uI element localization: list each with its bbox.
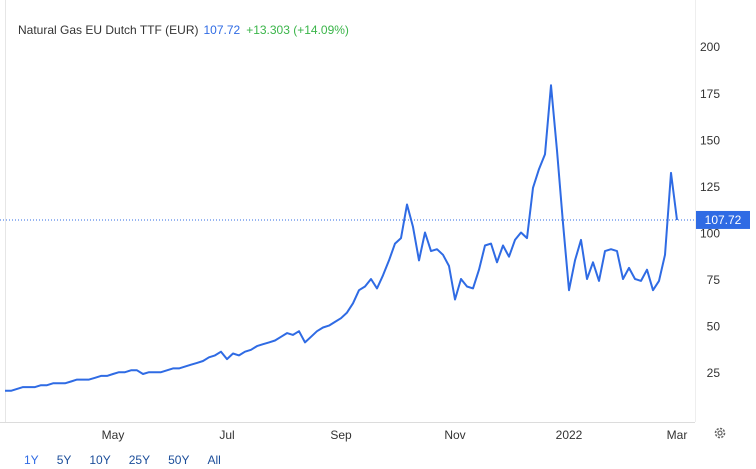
x-tick-label: Sep — [330, 428, 352, 442]
y-tick-label: 50 — [707, 320, 721, 334]
settings-icon[interactable] — [714, 427, 726, 439]
range-button[interactable]: 1Y — [24, 453, 39, 467]
range-button[interactable]: 25Y — [129, 453, 150, 467]
x-tick-label: Jul — [219, 428, 234, 442]
range-button[interactable]: All — [207, 453, 220, 467]
y-tick-label: 75 — [707, 273, 721, 287]
range-button[interactable]: 5Y — [57, 453, 72, 467]
range-button[interactable]: 10Y — [89, 453, 110, 467]
y-tick-label: 150 — [700, 133, 720, 147]
chart-title: Natural Gas EU Dutch TTF (EUR) — [18, 23, 198, 37]
range-button[interactable]: 50Y — [168, 453, 189, 467]
x-tick-label: 2022 — [556, 428, 583, 442]
last-price-label: 107.72 — [705, 213, 742, 227]
x-tick-label: Nov — [444, 428, 465, 442]
price-line — [5, 84, 678, 392]
x-tick-label: May — [102, 428, 125, 442]
y-tick-label: 200 — [700, 40, 720, 54]
header-change: +13.303 (+14.09%) — [246, 23, 349, 37]
y-tick-label: 175 — [700, 87, 720, 101]
y-tick-label: 125 — [700, 180, 720, 194]
y-tick-label: 25 — [707, 366, 721, 380]
y-tick-label: 100 — [700, 227, 720, 241]
x-tick-label: Mar — [667, 428, 688, 442]
last-price-tag — [696, 210, 750, 229]
header-price: 107.72 — [203, 23, 240, 37]
